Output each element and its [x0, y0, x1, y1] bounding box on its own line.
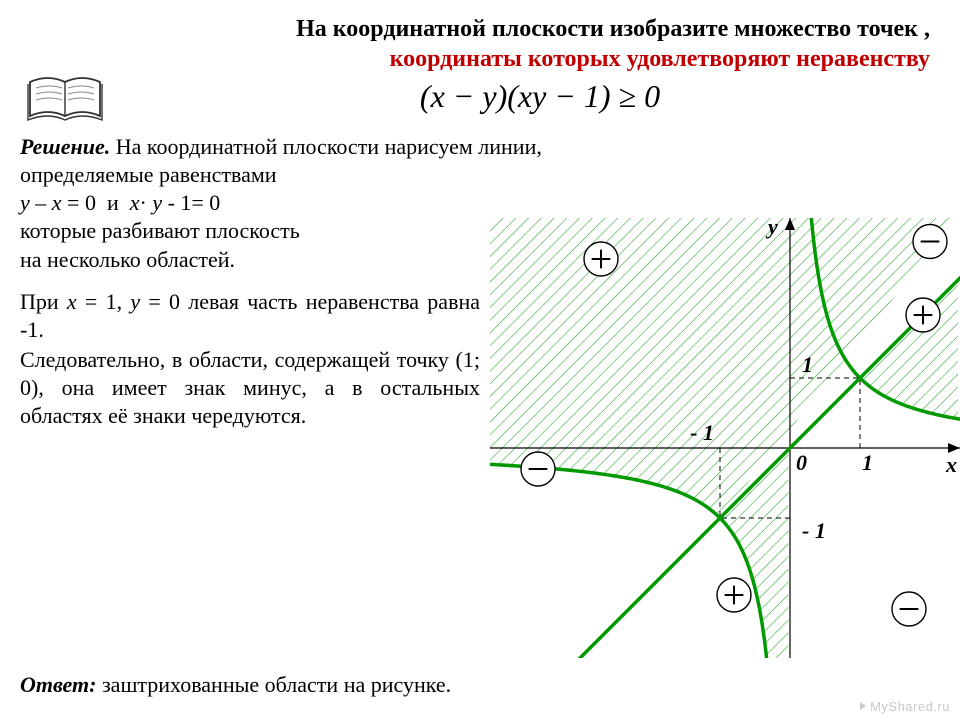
svg-text:1: 1 [862, 450, 873, 475]
answer-lead: Ответ: [20, 672, 96, 697]
solution-p1c: которые разбивают плоскость [20, 217, 480, 245]
solution-eq: y – x = 0 и x· y - 1= 0 [20, 189, 480, 217]
title-line-2: координаты которых удовлетворяют неравен… [70, 44, 930, 74]
solution-lead: Решение. [20, 134, 110, 159]
play-icon [860, 702, 866, 710]
problem-title: На координатной плоскости изобразите мно… [20, 14, 940, 74]
answer-text: заштрихованные области на рисунке. [96, 672, 451, 697]
svg-text:- 1: - 1 [802, 518, 826, 543]
solution-p1d: на несколько областей. [20, 246, 480, 274]
solution-p2b: Следовательно, в области, содержащей точ… [20, 346, 480, 430]
title-line-1: На координатной плоскости изобразите мно… [70, 14, 930, 44]
svg-text:0: 0 [796, 450, 807, 475]
answer-line: Ответ: заштрихованные области на рисунке… [20, 672, 451, 698]
watermark-text: MyShared.ru [870, 699, 950, 714]
book-icon [26, 72, 104, 133]
solution-p1a: На координатной плоскости нарисуем линии… [110, 134, 542, 159]
watermark: MyShared.ru [860, 699, 950, 714]
inequality-formula: (x − y)(xy − 1) ≥ 0 [20, 78, 940, 115]
solution-p1b: определяемые равенствами [20, 161, 480, 189]
svg-text:x: x [945, 452, 957, 477]
svg-text:- 1: - 1 [690, 420, 714, 445]
svg-text:1: 1 [802, 352, 813, 377]
solution-p2a: При x = 1, y = 0 левая часть неравенства… [20, 288, 480, 344]
coordinate-plot: yx011- 1- 1 [490, 218, 960, 658]
